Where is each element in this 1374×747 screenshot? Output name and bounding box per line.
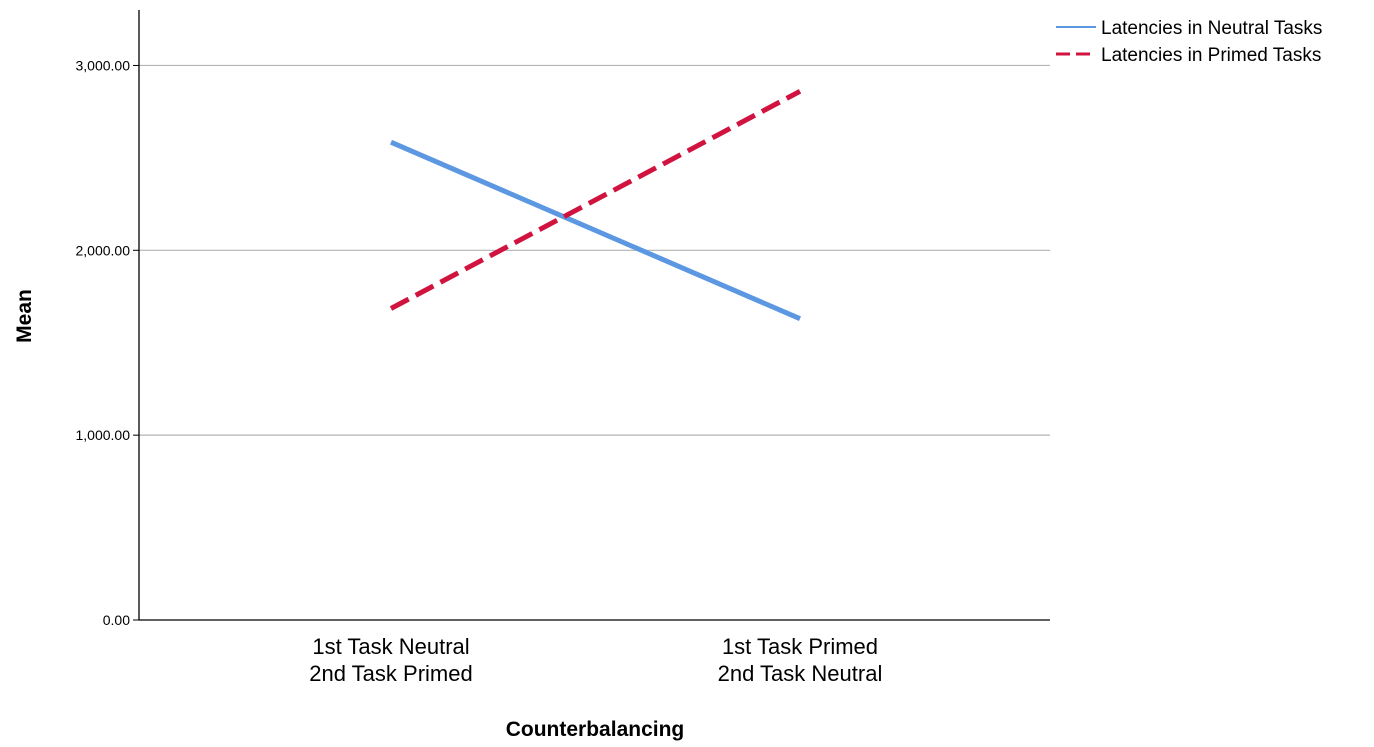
y-axis-title: Mean <box>13 289 36 343</box>
x-tick-label: 1st Task Primed 2nd Task Neutral <box>718 634 883 686</box>
y-tick-labels: 0.00 1,000.00 2,000.00 3,000.00 <box>76 57 139 628</box>
x-tick-labels: 1st Task Neutral 2nd Task Primed 1st Task … <box>309 634 882 686</box>
legend: Latencies in Neutral Tasks Latencies in P… <box>1056 18 1322 66</box>
axes <box>138 10 1050 621</box>
y-tick-label: 3,000.00 <box>76 57 131 73</box>
series-line-2 <box>389 89 802 311</box>
y-tick-label: 2,000.00 <box>76 242 131 258</box>
legend-label-2: Latencies in Primed Tasks <box>1101 45 1321 66</box>
y-tick-label: 0.00 <box>103 612 130 628</box>
series-line-1 <box>390 139 801 321</box>
x-tick-label: 1st Task Neutral 2nd Task Primed <box>309 634 472 686</box>
series-lines <box>389 89 802 321</box>
x-axis-title: Counterbalancing <box>506 718 685 741</box>
y-tick-label: 1,000.00 <box>76 427 131 443</box>
legend-label-1: Latencies in Neutral Tasks <box>1101 18 1322 39</box>
grid-lines <box>139 64 1050 436</box>
